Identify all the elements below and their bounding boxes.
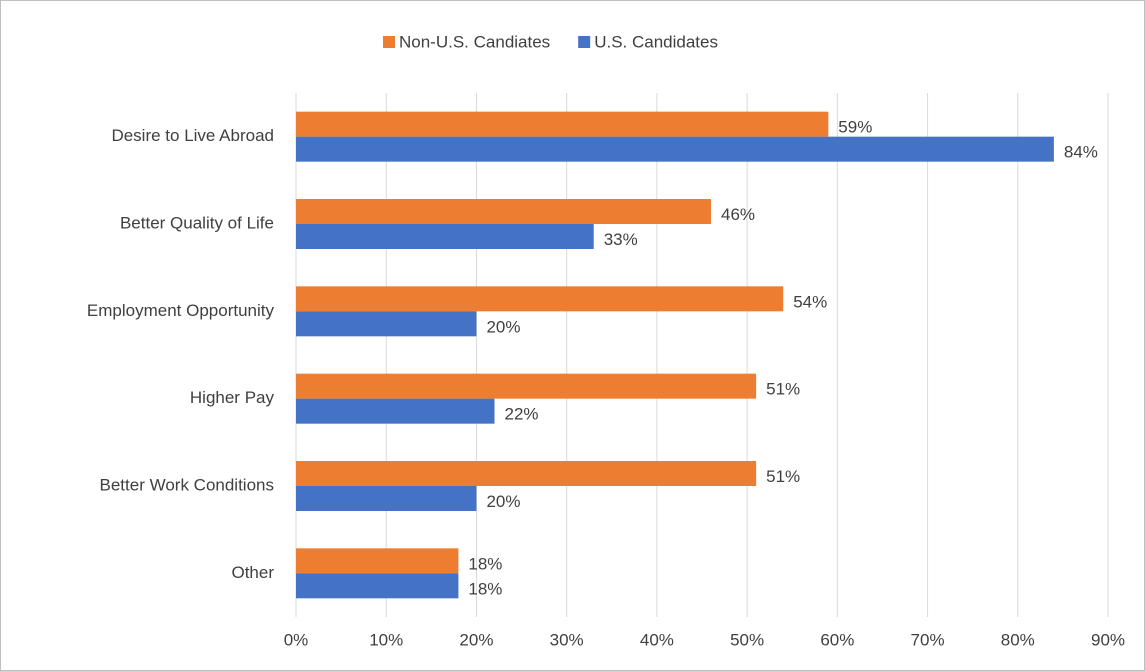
bar: [296, 373, 757, 399]
x-tick-label: 30%: [550, 630, 584, 649]
y-tick-label: Better Work Conditions: [100, 475, 274, 494]
y-tick-label: Desire to Live Abroad: [111, 126, 274, 145]
bar: [296, 199, 712, 224]
x-tick-label: 50%: [730, 630, 764, 649]
legend-swatch: [578, 36, 591, 48]
bar: [296, 136, 1054, 162]
value-label: 84%: [1064, 143, 1098, 162]
bar: [296, 486, 477, 511]
bar: [296, 461, 757, 486]
legend-label: Non-U.S. Candiates: [399, 32, 550, 51]
value-label: 20%: [486, 317, 520, 336]
value-label: 59%: [838, 118, 872, 137]
bar: [296, 548, 459, 574]
x-tick-label: 70%: [911, 630, 945, 649]
bar: [296, 286, 784, 312]
legend-swatch: [383, 36, 395, 48]
x-tick-label: 10%: [369, 630, 403, 649]
x-tick-label: 20%: [459, 630, 493, 649]
x-tick-label: 40%: [640, 630, 674, 649]
y-tick-label: Other: [231, 563, 274, 582]
bar: [296, 111, 829, 137]
y-tick-label: Higher Pay: [190, 388, 275, 407]
value-label: 51%: [766, 467, 800, 486]
value-label: 22%: [504, 405, 538, 424]
x-tick-label: 80%: [1001, 630, 1035, 649]
bar: [296, 398, 495, 424]
x-tick-label: 60%: [820, 630, 854, 649]
value-label: 20%: [486, 492, 520, 511]
value-label: 46%: [721, 205, 755, 224]
value-label: 18%: [468, 554, 502, 573]
bar: [296, 311, 477, 337]
x-tick-label: 0%: [284, 630, 309, 649]
y-tick-label: Better Quality of Life: [120, 213, 274, 232]
value-label: 33%: [604, 230, 638, 249]
legend-label: U.S. Candidates: [594, 32, 718, 51]
value-label: 54%: [793, 292, 827, 311]
y-tick-label: Employment Opportunity: [87, 301, 275, 320]
value-label: 18%: [468, 579, 502, 598]
x-tick-label: 90%: [1091, 630, 1125, 649]
value-label: 51%: [766, 380, 800, 399]
bar: [296, 573, 459, 599]
bar: [296, 224, 594, 249]
